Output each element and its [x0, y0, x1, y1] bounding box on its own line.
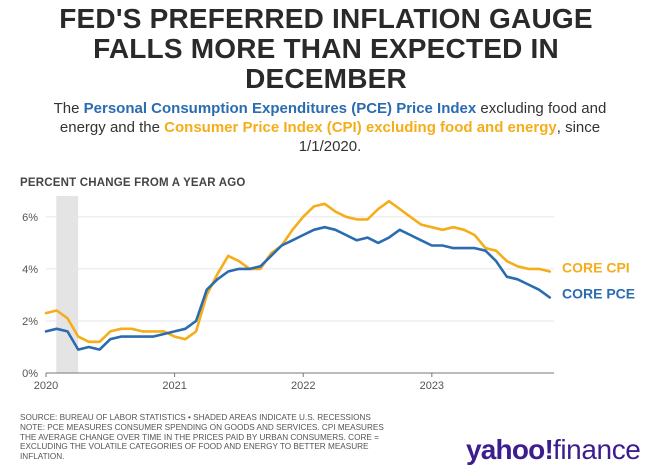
chart-subtitle: The Personal Consumption Expenditures (P…: [40, 99, 620, 156]
logo-product: finance: [552, 434, 641, 465]
y-tick-label-6: 6%: [22, 212, 38, 224]
legend-core-pce: CORE PCE: [562, 286, 635, 302]
source-line-3: THE AVERAGE CHANGE OVER TIME IN THE PRIC…: [20, 432, 379, 442]
subtitle-prefix: The: [53, 100, 84, 117]
source-note: SOURCE: BUREAU OF LABOR STATISTICS • SHA…: [20, 413, 420, 462]
subtitle-suffix: , since 1/1/2020.: [298, 119, 601, 155]
subtitle-cpi-highlight: Consumer Price Index (CPI) excluding foo…: [164, 119, 557, 136]
y-tick-label-0: 0%: [22, 368, 38, 380]
title-line-3: DECEMBER: [245, 63, 407, 94]
yahoo-finance-logo: yahoo!finance: [466, 434, 641, 466]
x-tick-label-2021: 2021: [162, 380, 186, 392]
core-pce-line: [44, 225, 552, 351]
source-line-1: SOURCE: BUREAU OF LABOR STATISTICS • SHA…: [20, 413, 371, 422]
title-line-2: FALLS MORE THAN EXPECTED IN: [93, 33, 559, 64]
source-line-2: NOTE: PCE MEASURES CONSUMER SPENDING ON …: [20, 422, 384, 432]
source-line-4: EXCLUDING THE VOLATILE CATEGORIES OF FOO…: [20, 442, 369, 452]
source-line-5: INFLATION.: [20, 452, 65, 462]
title-line-1: FED'S PREFERRED INFLATION GAUGE: [59, 3, 593, 34]
y-tick-label-4: 4%: [22, 264, 38, 276]
subtitle-middle: excluding food and energy and the: [59, 100, 607, 136]
y-tick-label-2: 2%: [22, 316, 38, 328]
x-tick-label-2023: 2023: [420, 380, 444, 392]
legend-core-cpi: CORE CPI: [562, 259, 630, 275]
y-axis-label: PERCENT CHANGE FROM A YEAR AGO: [20, 177, 246, 189]
core-cpi-line: [44, 199, 552, 344]
chart-title: FED'S PREFERRED INFLATION GAUGE FALLS MO…: [0, 4, 652, 94]
subtitle-pce-highlight: Personal Consumption Expenditures (PCE) …: [83, 100, 477, 117]
line-chart: 0% 2% 4% 6% 2020 2021 2022 2023 CORE CPI CORE PCE: [22, 196, 635, 392]
x-tick-label-2020: 2020: [34, 380, 58, 392]
x-tick-label-2022: 2022: [291, 380, 315, 392]
logo-brand: yahoo!: [466, 434, 554, 465]
